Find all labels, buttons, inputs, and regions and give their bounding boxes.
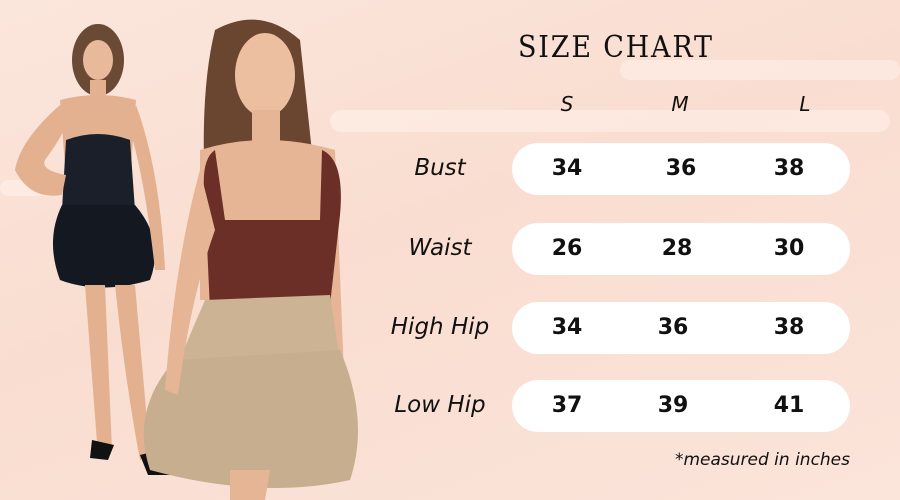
model-black-dress [15, 24, 170, 475]
size-chart-title: SIZE CHART [518, 30, 714, 65]
waist-m: 28 [661, 236, 693, 261]
high-hip-l: 38 [773, 315, 805, 340]
background-streak [330, 110, 890, 132]
low-hip-s: 37 [551, 393, 583, 418]
model-photos [15, 19, 358, 500]
row-waist: 26 28 30 [512, 223, 850, 275]
low-hip-l: 41 [773, 393, 805, 418]
high-hip-s: 34 [551, 315, 583, 340]
low-hip-m: 39 [657, 393, 689, 418]
bust-s: 34 [551, 156, 583, 181]
bust-m: 36 [665, 156, 697, 181]
row-label-low-hip: Low Hip [394, 392, 486, 418]
row-label-high-hip: High Hip [390, 314, 490, 340]
row-bust: 34 36 38 [512, 143, 850, 195]
row-high-hip: 34 36 38 [512, 302, 850, 354]
row-label-bust: Bust [414, 155, 466, 181]
waist-l: 30 [773, 236, 805, 261]
measurement-note: *measured in inches [674, 450, 850, 470]
size-header-m: M [671, 92, 689, 116]
size-header-s: S [560, 92, 574, 116]
row-label-waist: Waist [408, 235, 472, 261]
waist-s: 26 [551, 236, 583, 261]
high-hip-m: 36 [657, 315, 689, 340]
size-header-l: L [799, 92, 811, 116]
bust-l: 38 [773, 156, 805, 181]
background-streak [620, 60, 900, 80]
row-low-hip: 37 39 41 [512, 380, 850, 432]
model-maroon-top [143, 19, 358, 500]
